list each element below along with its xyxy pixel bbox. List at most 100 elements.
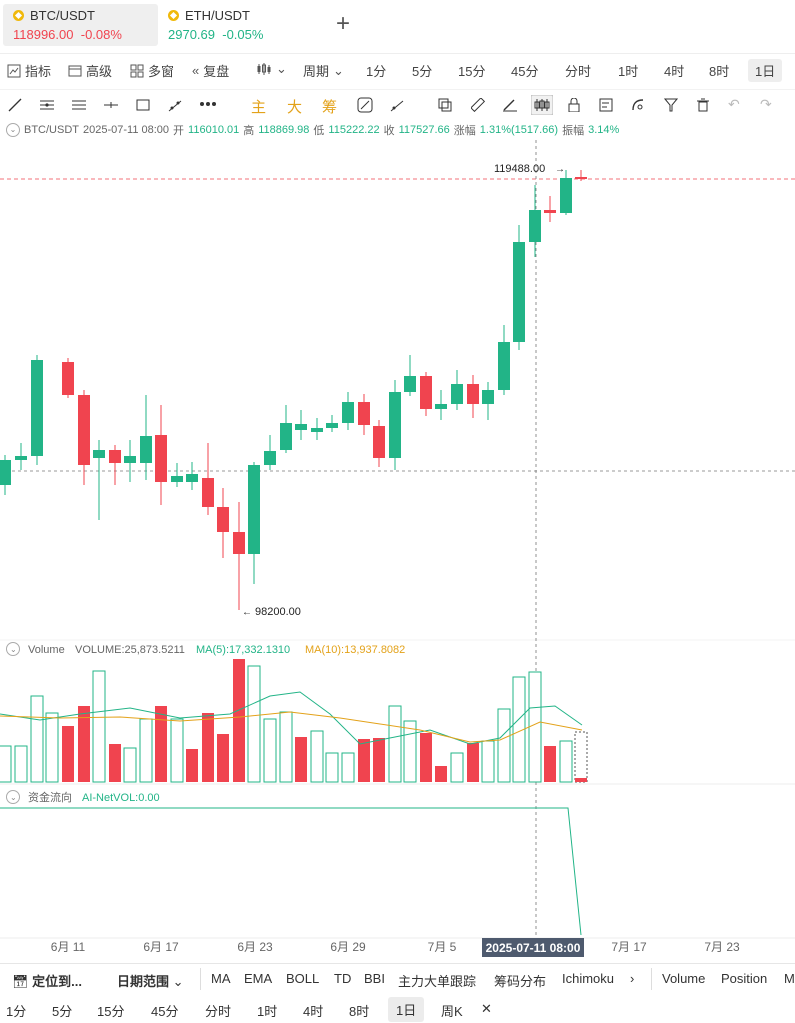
ruler-icon[interactable] <box>471 98 485 112</box>
low-marker: 98200.00 <box>255 606 301 618</box>
volume-label: Volume <box>28 644 65 656</box>
indicator-td[interactable]: TD <box>334 971 352 986</box>
ray-tool-icon[interactable] <box>168 98 184 112</box>
bottom-interval-1m[interactable]: 1分 <box>6 1004 27 1019</box>
indicator-chip[interactable]: 筹码分布 <box>494 974 547 989</box>
pen-icon[interactable] <box>502 98 518 112</box>
multi-window-button[interactable]: 多窗 <box>130 61 174 80</box>
trash-icon[interactable] <box>696 98 710 112</box>
trend-line-icon[interactable] <box>8 98 22 112</box>
sub-indicator-volume[interactable]: Volume <box>662 971 706 986</box>
interval-15m[interactable]: 15分 <box>458 61 485 80</box>
layers-icon[interactable] <box>438 98 452 112</box>
indicator-ichimoku[interactable]: Ichimoku <box>562 971 615 986</box>
indicator-main-force[interactable]: 主力大单跟踪 <box>398 974 477 989</box>
volume-bar <box>497 708 511 783</box>
tab-symbol: ETH/USDT <box>185 8 250 23</box>
date-range-label: 日期范围 <box>117 974 170 989</box>
sync-icon[interactable] <box>357 97 373 113</box>
parallel-lines-icon[interactable] <box>40 98 54 112</box>
bottom-interval-45m[interactable]: 45分 <box>151 1004 179 1019</box>
volume-bars-group <box>0 659 588 783</box>
rectangle-icon[interactable] <box>136 98 150 112</box>
bottom-interval-1h[interactable]: 1时 <box>257 1004 278 1019</box>
btc-coin-icon <box>13 10 24 21</box>
candle-body <box>420 376 432 409</box>
measure-icon[interactable] <box>390 98 406 112</box>
interval-8h[interactable]: 8时 <box>709 61 729 80</box>
volume-chevron-glyph: ⌄ <box>10 645 17 654</box>
tab-btc-usdt[interactable]: BTC/USDT 118996.00 -0.08% <box>3 4 158 46</box>
volume-bar <box>45 712 59 783</box>
bottom-interval-timeshare[interactable]: 分时 <box>205 1004 232 1019</box>
indicator-bbi[interactable]: BBI <box>364 971 385 986</box>
sub-indicator-more[interactable]: M <box>784 971 795 986</box>
chart-type-dropdown[interactable]: ⌄ <box>256 61 287 77</box>
candle-body <box>389 392 401 458</box>
locate-button[interactable]: 📅︎ 定位到... <box>12 971 82 990</box>
tab-eth-usdt[interactable]: ETH/USDT 2970.69 -0.05% <box>158 4 313 46</box>
bottom-interval-8h[interactable]: 8时 <box>349 1004 370 1019</box>
candle-body <box>217 507 229 532</box>
period-label: 周期 <box>303 64 330 79</box>
volume-bar <box>217 734 229 782</box>
rewind-icon: « <box>192 63 200 78</box>
volume-bar <box>78 706 90 782</box>
filter-icon[interactable] <box>664 98 678 112</box>
lock-icon[interactable] <box>567 98 581 112</box>
chip-distribution-tool[interactable]: 筹 <box>322 99 338 116</box>
tab-price: 2970.69 <box>168 27 215 42</box>
indicator-icon <box>7 64 21 77</box>
main-force-tool[interactable]: 主 <box>251 99 267 116</box>
flow-chevron-icon[interactable] <box>6 790 20 804</box>
x-tick-label: 6月 11 <box>51 940 86 954</box>
volume-chevron-icon[interactable] <box>6 642 20 656</box>
interval-1m[interactable]: 1分 <box>366 61 386 80</box>
chevron-right-icon[interactable]: › <box>630 971 635 986</box>
advanced-button[interactable]: 高级 <box>68 61 112 80</box>
indicator-ma[interactable]: MA <box>211 971 231 986</box>
interval-5m[interactable]: 5分 <box>412 61 432 80</box>
date-range-dropdown[interactable]: 日期范围 ⌄ <box>117 971 184 990</box>
bottom-interval-1d[interactable]: 1日 <box>388 997 425 1022</box>
indicator-ema[interactable]: EMA <box>244 971 273 986</box>
interval-1d[interactable]: 1日 <box>748 59 783 82</box>
volume-bar <box>14 745 28 783</box>
collapse-chevron-icon[interactable]: ⌄ <box>6 123 20 137</box>
interval-4h[interactable]: 4时 <box>664 61 684 80</box>
horizontal-lines-icon[interactable] <box>72 98 86 112</box>
bottom-interval-bar: 1分 5分 15分 45分 分时 1时 4时 8时 1日 周K ✕ <box>0 994 795 1023</box>
add-tab-icon[interactable]: + <box>336 10 351 37</box>
redo-icon[interactable]: ↷ <box>760 96 772 112</box>
more-tools-icon[interactable] <box>199 100 219 108</box>
info-date: 2025-07-11 08:00 <box>83 124 170 136</box>
indicators-button[interactable]: 指标 <box>7 61 51 80</box>
period-dropdown[interactable]: 周期 ⌄ <box>303 61 344 80</box>
low-label: 低 <box>313 125 325 137</box>
volume-bar <box>92 670 106 783</box>
note-icon[interactable] <box>599 98 613 112</box>
undo-icon[interactable]: ↶ <box>728 96 740 112</box>
candle-body <box>435 404 447 409</box>
interval-1h[interactable]: 1时 <box>618 61 638 80</box>
bottom-interval-weekly[interactable]: 周K <box>441 1004 463 1019</box>
close-icon[interactable]: ✕ <box>481 1001 492 1016</box>
volume-bar <box>512 676 526 783</box>
interval-label: 5分 <box>412 64 433 79</box>
candles-group <box>0 170 587 610</box>
big-order-tool[interactable]: 大 <box>287 99 303 116</box>
indicator-boll[interactable]: BOLL <box>286 971 320 986</box>
kline-chart[interactable]: 119488.00 → ← 98200.00 ⌄ Volume VOLUME:2… <box>0 140 795 960</box>
divider <box>651 968 652 990</box>
candle-body <box>15 456 27 460</box>
bottom-interval-15m[interactable]: 15分 <box>97 1004 125 1019</box>
sub-indicator-position[interactable]: Position <box>721 971 768 986</box>
interval-timeshare[interactable]: 分时 <box>565 61 591 80</box>
candlestick-mode-icon[interactable] <box>531 95 553 115</box>
replay-button[interactable]: « 复盘 <box>192 61 229 80</box>
bottom-interval-4h[interactable]: 4时 <box>303 1004 324 1019</box>
interval-45m[interactable]: 45分 <box>511 61 538 80</box>
magnet-icon[interactable] <box>631 98 645 112</box>
bottom-interval-5m[interactable]: 5分 <box>52 1004 73 1019</box>
horizontal-ray-icon[interactable] <box>104 98 118 112</box>
